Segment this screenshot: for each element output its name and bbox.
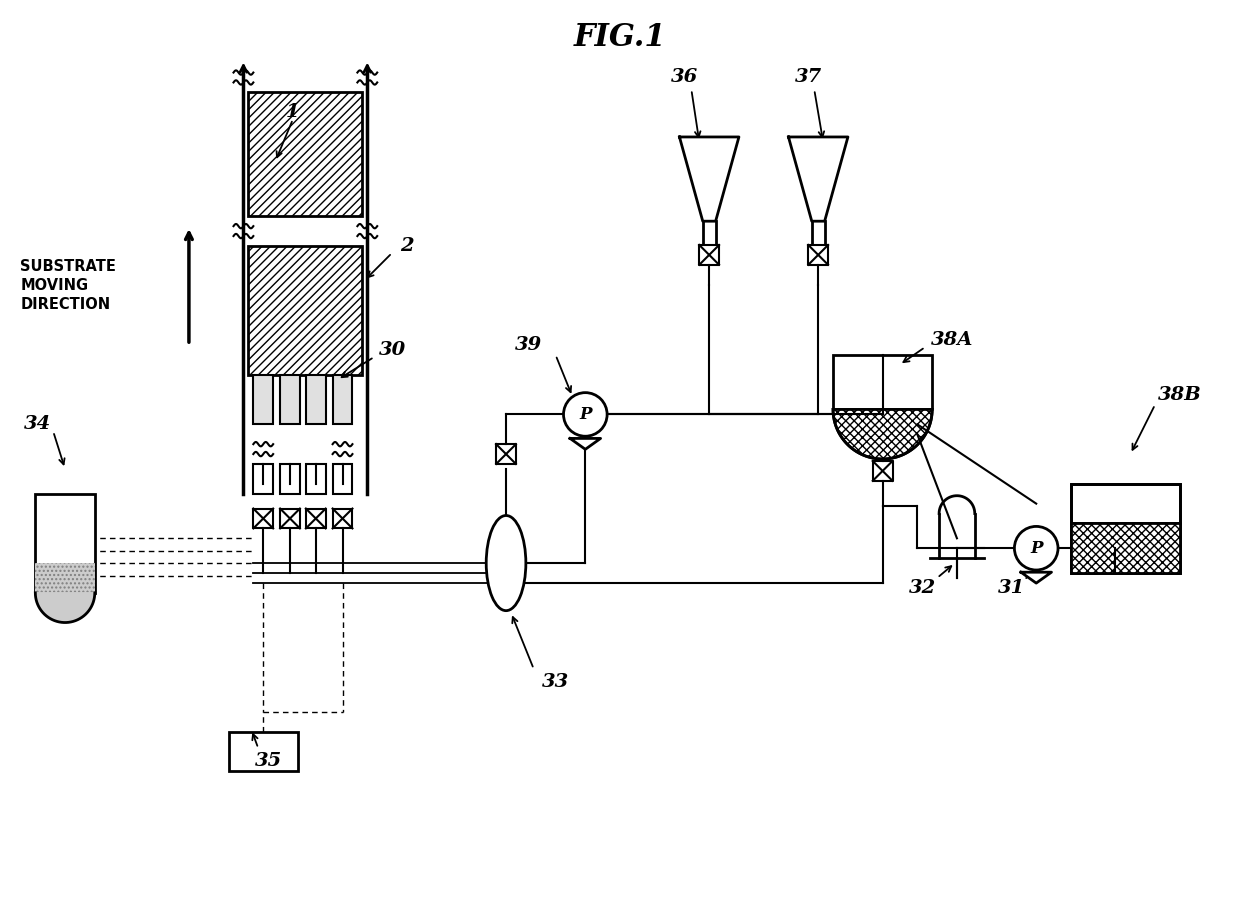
Polygon shape [833,409,932,459]
Text: 31: 31 [998,578,1025,597]
Text: 34: 34 [24,416,51,433]
Bar [306,464,326,493]
Text: 33: 33 [542,673,569,691]
Circle shape [563,393,608,436]
Bar [228,732,298,772]
Text: 38B: 38B [1158,385,1202,404]
Bar [1071,523,1180,573]
Text: P: P [579,406,591,423]
Text: FIG.1: FIG.1 [574,22,666,54]
Bar [248,92,362,216]
Bar [332,375,352,424]
Bar [1071,484,1180,523]
Text: SUBSTRATE
MOVING
DIRECTION: SUBSTRATE MOVING DIRECTION [20,259,117,312]
Bar [280,464,300,493]
Text: 32: 32 [909,578,936,597]
Text: 2: 2 [401,237,414,255]
Text: P: P [1030,540,1043,557]
Bar [1071,484,1180,573]
Bar [833,355,932,409]
Polygon shape [680,137,739,221]
Bar [280,375,300,424]
Polygon shape [789,137,848,221]
Bar [253,464,273,493]
Polygon shape [570,438,600,449]
Text: 30: 30 [378,341,405,359]
Text: 37: 37 [795,68,822,87]
Bar [253,375,273,424]
Text: 39: 39 [515,336,542,354]
Ellipse shape [486,516,526,611]
Bar [306,375,326,424]
Text: 36: 36 [671,68,698,87]
Polygon shape [1021,572,1052,583]
Bar [35,563,94,593]
Text: 38A: 38A [931,331,973,349]
Text: 1: 1 [286,103,300,121]
Circle shape [1014,527,1058,570]
Bar [35,563,94,593]
Text: 35: 35 [254,752,281,771]
Bar [332,464,352,493]
Bar [35,493,94,593]
Bar [248,246,362,375]
